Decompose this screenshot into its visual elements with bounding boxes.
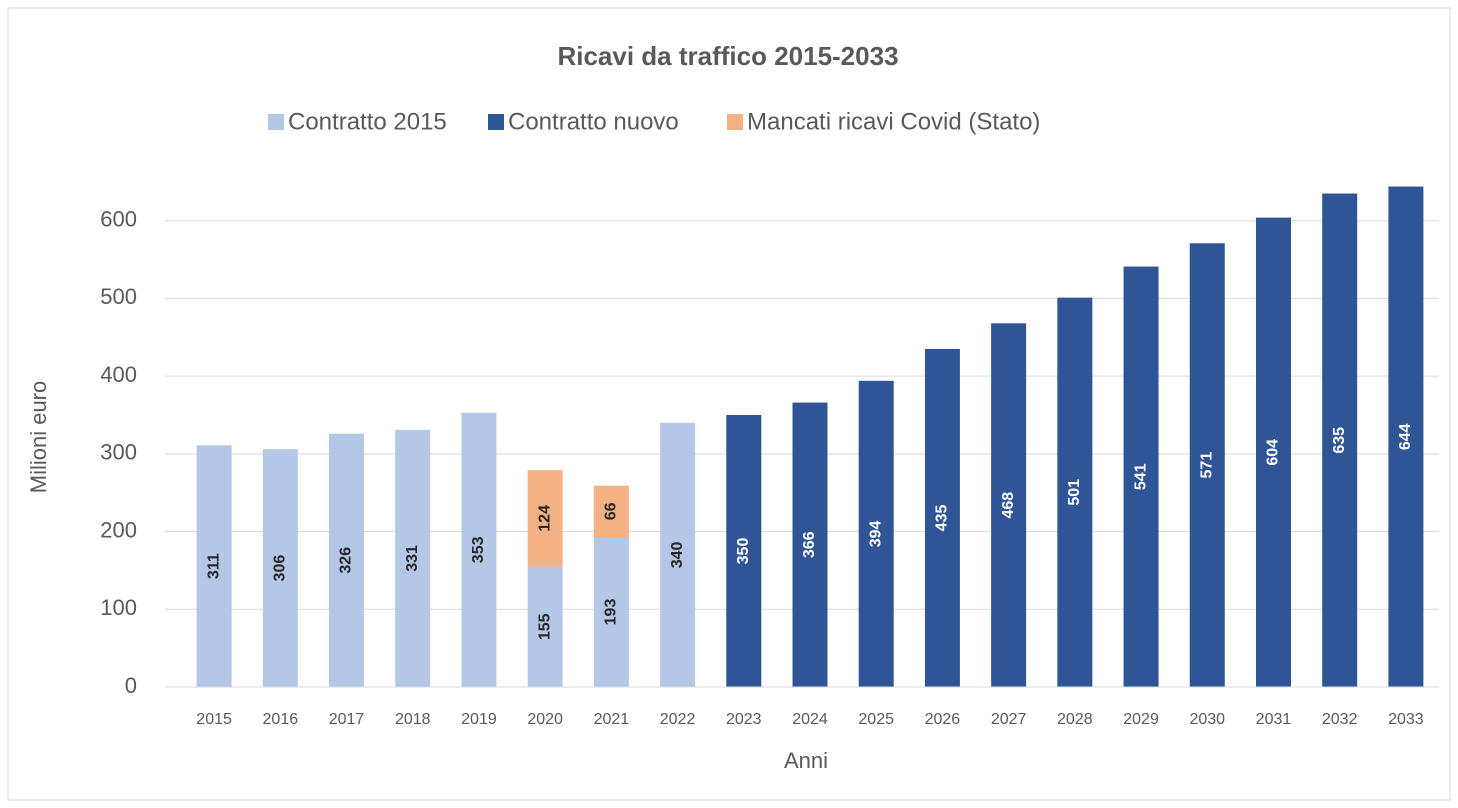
bar: [593, 485, 629, 538]
data-label: 340: [669, 541, 686, 568]
bar: [329, 433, 365, 687]
x-tick-label: 2024: [792, 711, 828, 728]
x-tick-label: 2017: [329, 711, 365, 728]
data-label: 66: [603, 502, 620, 520]
data-label: 331: [404, 545, 421, 572]
legend-swatch: [727, 114, 743, 130]
x-tick-label: 2025: [858, 711, 894, 728]
x-tick-label: 2019: [461, 711, 497, 728]
data-label: 350: [735, 538, 752, 565]
x-tick-label: 2026: [925, 711, 961, 728]
bar: [991, 323, 1027, 687]
data-label: 306: [272, 555, 289, 582]
y-axis-label: Milioni euro: [26, 381, 51, 494]
bar: [527, 470, 563, 567]
data-label: 571: [1198, 452, 1215, 479]
data-label: 311: [205, 553, 222, 579]
x-tick-label: 2031: [1256, 711, 1292, 728]
legend-label: Contratto 2015: [288, 108, 447, 135]
bar: [792, 402, 828, 687]
x-tick-label: 2030: [1189, 711, 1225, 728]
data-label: 635: [1331, 427, 1348, 454]
x-tick-label: 2016: [263, 711, 299, 728]
bar: [660, 422, 696, 687]
x-tick-label: 2018: [395, 711, 431, 728]
data-label: 124: [536, 505, 553, 532]
bar: [1255, 217, 1291, 687]
y-tick-label: 100: [100, 595, 137, 620]
bar: [262, 449, 298, 687]
x-tick-label: 2029: [1123, 711, 1159, 728]
bar: [1057, 297, 1093, 687]
legend-label: Mancati ricavi Covid (Stato): [747, 108, 1040, 135]
legend-swatch: [488, 114, 504, 130]
x-tick-label: 2020: [527, 711, 563, 728]
data-label: 394: [867, 520, 884, 547]
y-tick-label: 500: [100, 284, 137, 309]
data-label: 501: [1066, 479, 1083, 506]
data-label: 468: [1000, 492, 1017, 519]
bar: [527, 566, 563, 687]
x-tick-label: 2032: [1322, 711, 1358, 728]
bar: [395, 429, 431, 687]
y-tick-label: 300: [100, 440, 137, 465]
legend-swatch: [268, 114, 284, 130]
legend-label: Contratto nuovo: [508, 108, 679, 135]
bar: [593, 537, 629, 687]
y-tick-label: 600: [100, 207, 137, 232]
data-label: 604: [1265, 439, 1282, 466]
bar: [1388, 186, 1424, 687]
data-label: 541: [1132, 463, 1149, 490]
data-label: 326: [338, 547, 355, 574]
bar: [1123, 266, 1159, 687]
x-axis-label: Anni: [784, 748, 828, 773]
y-tick-label: 400: [100, 362, 137, 387]
chart-title: Ricavi da traffico 2015-2033: [557, 41, 898, 71]
data-label: 366: [801, 531, 818, 558]
bar: [924, 348, 960, 687]
x-tick-label: 2015: [196, 711, 232, 728]
bar: [461, 412, 497, 687]
x-tick-label: 2028: [1057, 711, 1093, 728]
data-label: 193: [603, 599, 620, 626]
y-tick-label: 200: [100, 517, 137, 542]
x-tick-label: 2021: [594, 711, 630, 728]
x-tick-label: 2033: [1388, 711, 1424, 728]
data-label: 353: [470, 536, 487, 563]
bar: [858, 380, 894, 687]
x-tick-label: 2027: [991, 711, 1027, 728]
x-tick-label: 2022: [660, 711, 696, 728]
data-label: 644: [1397, 423, 1414, 450]
bar: [1189, 243, 1225, 687]
data-label: 155: [536, 613, 553, 640]
data-label: 435: [934, 505, 951, 532]
bar: [196, 445, 232, 687]
bar: [1322, 193, 1358, 687]
x-tick-label: 2023: [726, 711, 762, 728]
y-tick-label: 0: [125, 673, 137, 698]
bar: [726, 415, 762, 687]
